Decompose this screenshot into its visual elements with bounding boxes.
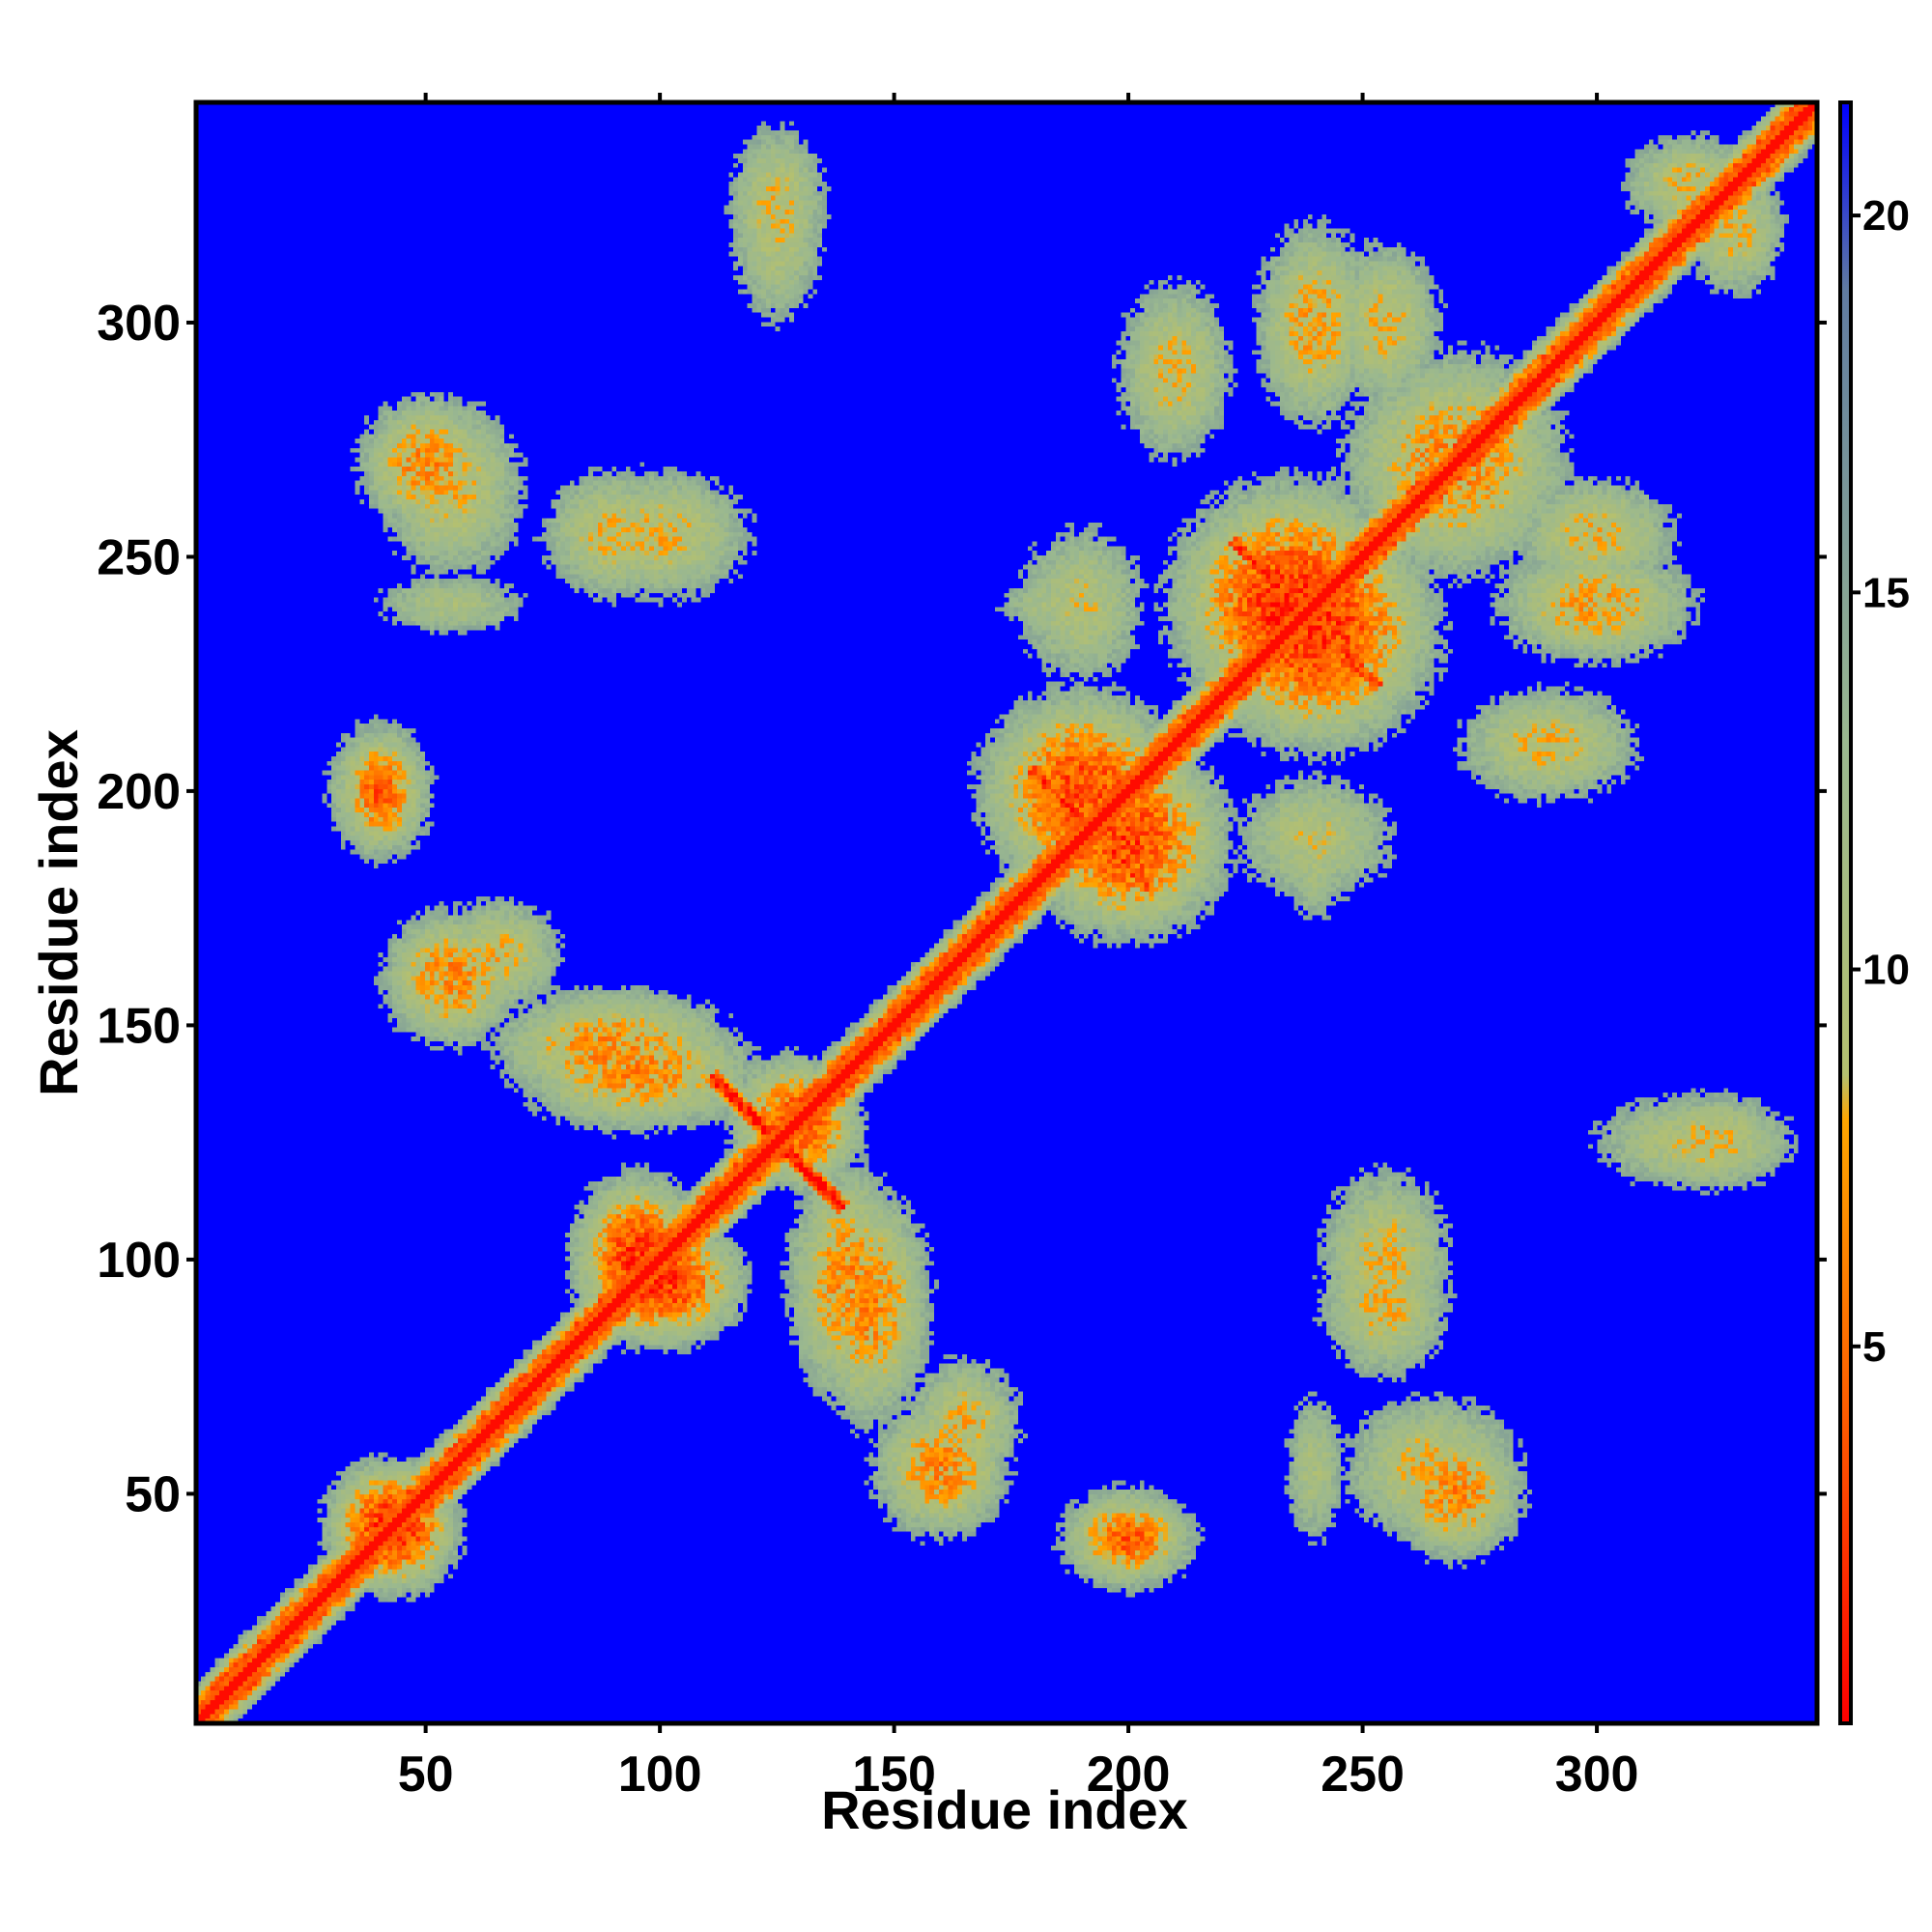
y-axis-ticks: 50 100 150 200 250 300 — [97, 296, 1827, 1522]
x-tick-label: 100 — [618, 1747, 702, 1803]
colorbar-tick-label: 10 — [1862, 947, 1910, 994]
colorbar-ticks: 5 10 15 20 — [1851, 192, 1910, 1371]
x-tick-label: 300 — [1555, 1747, 1639, 1803]
x-tick-label: 250 — [1321, 1747, 1405, 1803]
colorbar-fill — [1840, 102, 1851, 1723]
colorbar-tick-label: 20 — [1862, 192, 1910, 240]
y-tick-label: 50 — [125, 1466, 181, 1522]
x-tick-label: 50 — [398, 1747, 454, 1803]
y-tick-label: 150 — [97, 998, 181, 1054]
heatmap-plot — [193, 99, 1820, 1726]
y-tick-label: 200 — [97, 764, 181, 820]
plot-frame — [193, 99, 1820, 1726]
colorbar-tick-label: 5 — [1862, 1323, 1886, 1371]
y-tick-label: 250 — [97, 529, 181, 585]
x-tick-label: 150 — [852, 1747, 936, 1803]
x-axis-ticks: 50 100 150 200 250 300 — [398, 93, 1639, 1803]
x-axis-title: Residue index — [821, 1779, 1188, 1840]
heatmap-cells — [196, 102, 1817, 1723]
x-tick-label: 200 — [1087, 1747, 1171, 1803]
colorbar: 5 10 15 20 — [1838, 100, 1910, 1725]
colorbar-tick-label: 15 — [1862, 569, 1910, 616]
colorbar-frame — [1838, 100, 1853, 1725]
y-tick-label: 300 — [97, 296, 181, 352]
y-axis-title: Residue index — [28, 729, 89, 1096]
y-tick-label: 100 — [97, 1233, 181, 1289]
